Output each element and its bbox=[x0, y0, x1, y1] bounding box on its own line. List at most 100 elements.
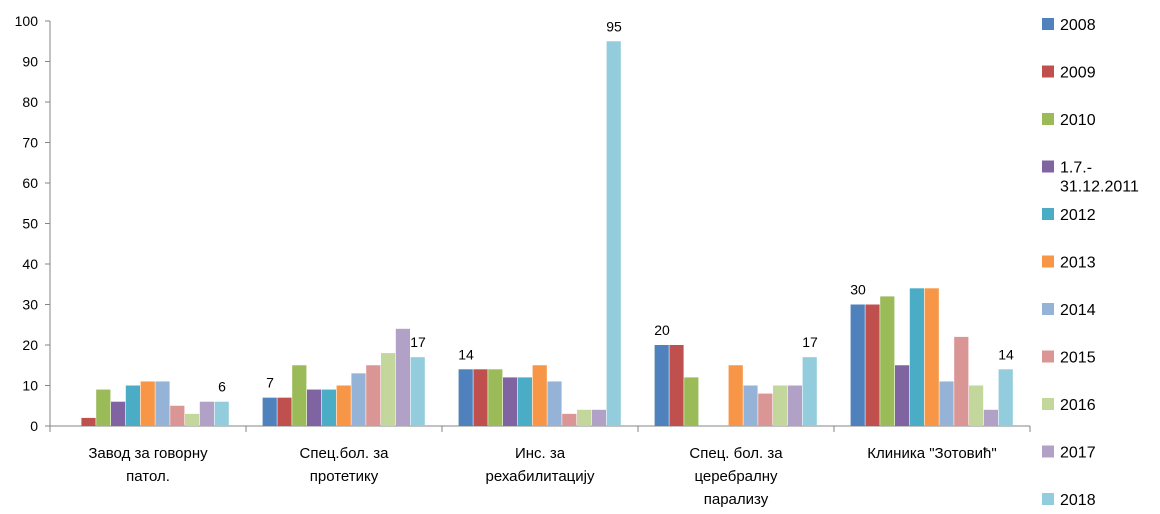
bar bbox=[728, 365, 743, 426]
bar bbox=[865, 304, 880, 426]
y-tick-label: 60 bbox=[22, 175, 38, 191]
data-label: 14 bbox=[458, 346, 474, 362]
legend-label: 2012 bbox=[1060, 207, 1096, 224]
bar bbox=[214, 401, 229, 426]
legend-swatch bbox=[1042, 303, 1054, 315]
bar bbox=[758, 393, 773, 426]
data-label: 95 bbox=[606, 18, 622, 34]
y-tick-label: 0 bbox=[30, 418, 38, 434]
y-tick-label: 40 bbox=[22, 256, 38, 272]
bar bbox=[395, 328, 410, 426]
bar bbox=[998, 369, 1013, 426]
legend-swatch bbox=[1042, 65, 1054, 78]
legend-swatch bbox=[1042, 398, 1054, 410]
bar bbox=[111, 401, 126, 426]
bar bbox=[939, 381, 954, 426]
bar bbox=[336, 385, 351, 426]
bar bbox=[488, 369, 503, 426]
bar bbox=[532, 365, 547, 426]
bar bbox=[199, 401, 214, 426]
legend-swatch bbox=[1042, 113, 1054, 125]
data-label: 7 bbox=[266, 375, 274, 391]
bar bbox=[954, 336, 969, 426]
y-tick-label: 50 bbox=[22, 216, 38, 232]
data-label: 17 bbox=[802, 334, 818, 350]
legend-label: 2010 bbox=[1060, 112, 1096, 129]
data-label: 17 bbox=[410, 334, 426, 350]
y-axis: 0 10 20 30 40 50 60 70 80 90 100 bbox=[15, 13, 51, 434]
bar bbox=[185, 413, 200, 426]
y-tick-label: 30 bbox=[22, 297, 38, 313]
legend-label: 2009 bbox=[1060, 65, 1096, 82]
category-label: Инс. за рехабилитацију bbox=[486, 445, 595, 485]
bar bbox=[473, 369, 488, 426]
y-tick-label: 80 bbox=[22, 94, 38, 110]
legend-swatch bbox=[1042, 255, 1054, 268]
bar bbox=[562, 413, 577, 426]
legend-label: 2013 bbox=[1060, 255, 1096, 272]
bar bbox=[909, 288, 924, 426]
legend-label: 2015 bbox=[1060, 350, 1096, 367]
legend-swatch bbox=[1042, 350, 1054, 363]
bar bbox=[155, 381, 170, 426]
legend-swatch bbox=[1042, 160, 1054, 173]
bar bbox=[895, 365, 910, 426]
data-labels: 6 7 17 14 95 20 17 30 14 bbox=[218, 18, 1014, 394]
bar bbox=[140, 381, 155, 426]
legend-swatch bbox=[1042, 445, 1054, 458]
data-label: 30 bbox=[850, 282, 866, 298]
bar bbox=[654, 345, 669, 426]
bar bbox=[410, 357, 425, 426]
bar bbox=[381, 353, 396, 426]
category-label: Спец.бол. за протетику bbox=[300, 445, 390, 485]
bar bbox=[307, 389, 322, 426]
bars bbox=[81, 41, 1013, 426]
bar bbox=[125, 385, 140, 426]
bar bbox=[577, 409, 592, 426]
bar bbox=[81, 417, 96, 426]
category-label: Спец. бол. за церебралну парализу bbox=[689, 445, 783, 508]
bar bbox=[517, 377, 532, 426]
bar bbox=[503, 377, 518, 426]
data-label: 6 bbox=[218, 379, 226, 395]
bar bbox=[292, 365, 307, 426]
bar bbox=[366, 365, 381, 426]
legend-label: 2018 bbox=[1060, 492, 1096, 509]
bar bbox=[262, 397, 277, 426]
legend-swatch bbox=[1042, 493, 1054, 505]
legend-label: 2008 bbox=[1060, 17, 1096, 34]
bar bbox=[458, 369, 473, 426]
legend-label: 2016 bbox=[1060, 397, 1096, 414]
legend-label: 1.7.-31.12.2011 bbox=[1060, 160, 1139, 196]
bar bbox=[547, 381, 562, 426]
legend-label: 2017 bbox=[1060, 445, 1096, 462]
bar bbox=[743, 385, 758, 426]
y-tick-label: 20 bbox=[22, 337, 38, 353]
y-tick-label: 100 bbox=[15, 13, 39, 29]
bar bbox=[969, 385, 984, 426]
y-tick-label: 70 bbox=[22, 135, 38, 151]
bar bbox=[684, 377, 699, 426]
bar bbox=[277, 397, 292, 426]
bar bbox=[773, 385, 788, 426]
bar bbox=[351, 373, 366, 426]
bar bbox=[802, 357, 817, 426]
legend-swatch bbox=[1042, 18, 1054, 30]
bar bbox=[591, 409, 606, 426]
category-label: Клиника "Зотовић" bbox=[867, 445, 996, 462]
y-tick-label: 10 bbox=[22, 378, 38, 394]
legend: 2008 2009 2010 1.7.-31.12.2011 2012 2013 2014 2… bbox=[1042, 17, 1139, 509]
data-label: 14 bbox=[998, 346, 1014, 362]
legend-label: 2014 bbox=[1060, 302, 1096, 319]
bar bbox=[170, 405, 185, 426]
bar bbox=[96, 389, 111, 426]
y-tick-label: 90 bbox=[22, 54, 38, 70]
bar bbox=[606, 41, 621, 426]
bar bbox=[983, 409, 998, 426]
bar bbox=[669, 345, 684, 426]
bar bbox=[321, 389, 336, 426]
legend-swatch bbox=[1042, 208, 1054, 220]
bar bbox=[924, 288, 939, 426]
x-axis: Завод за говорну патол. Спец.бол. за протет… bbox=[49, 425, 1031, 508]
